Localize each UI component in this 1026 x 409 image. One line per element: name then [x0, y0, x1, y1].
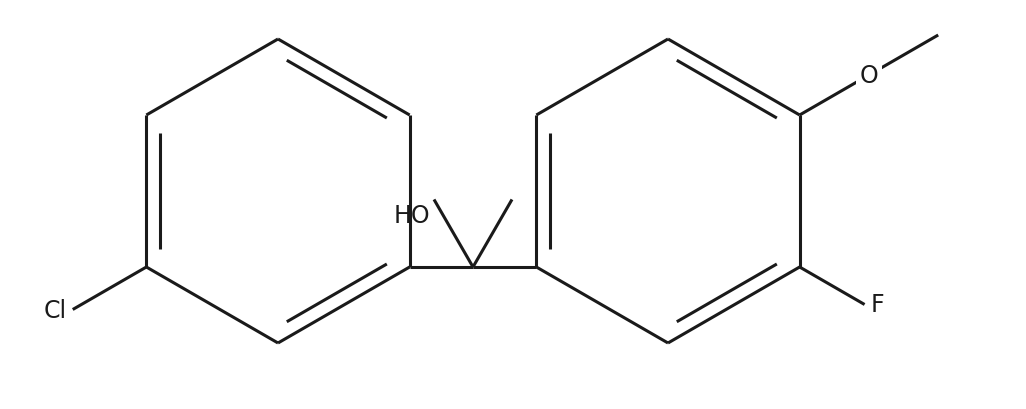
Text: O: O: [860, 64, 878, 88]
Text: Cl: Cl: [44, 298, 67, 322]
Text: F: F: [871, 293, 884, 317]
Text: HO: HO: [393, 204, 430, 228]
